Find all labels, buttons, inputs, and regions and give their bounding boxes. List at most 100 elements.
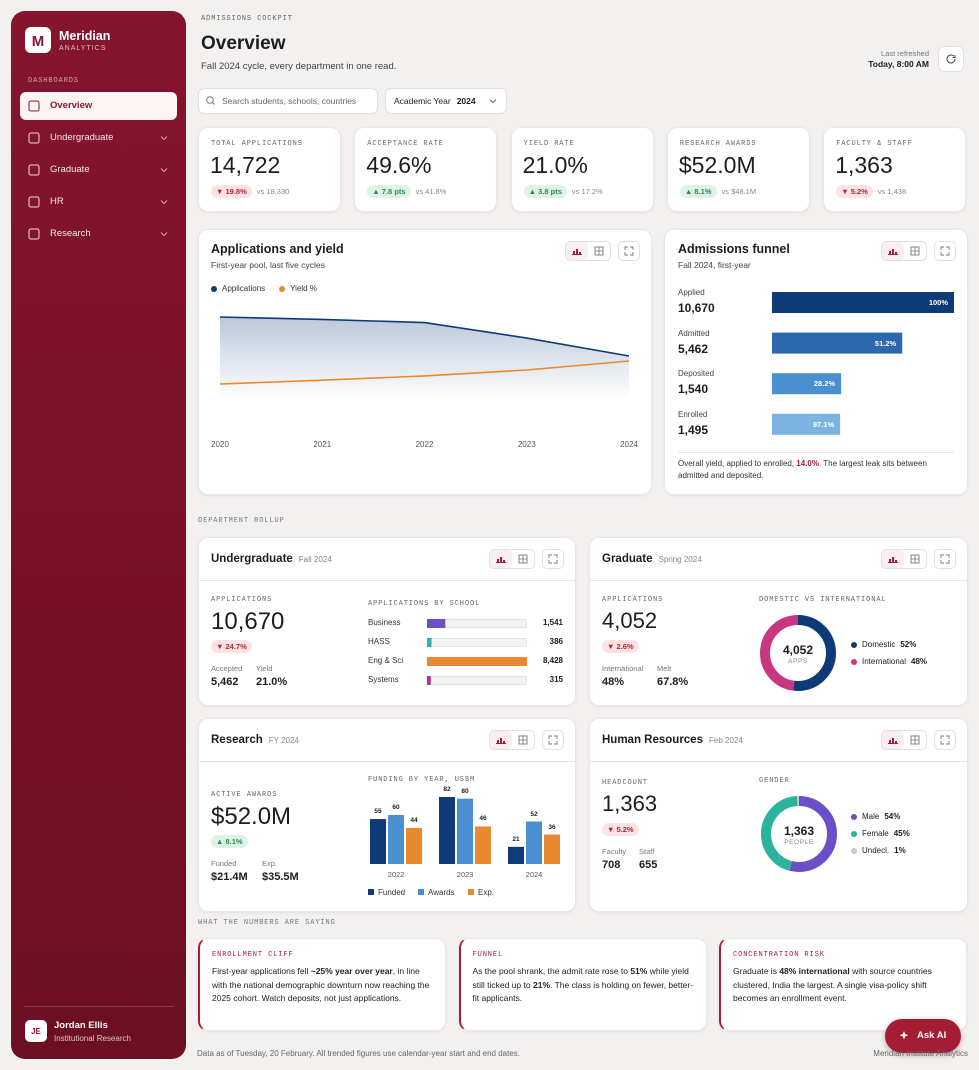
kpi-label: TOTAL APPLICATIONS bbox=[211, 140, 303, 148]
kpi-compare: vs 41.8% bbox=[415, 187, 447, 196]
insight-text: , in line with the national demographic … bbox=[212, 966, 430, 1003]
kpi-label: RESEARCH AWARDS bbox=[679, 140, 757, 148]
dept-header: Human Resources Feb 2024 bbox=[602, 734, 743, 746]
insight-text: Graduate is bbox=[733, 966, 780, 976]
insight-text: 51% bbox=[630, 966, 648, 976]
kpi-value: $52.0M bbox=[678, 152, 756, 178]
delta-pill: ▼ 5.2% bbox=[836, 185, 873, 198]
chart-subtitle: Fall 2024, first-year bbox=[678, 260, 751, 270]
chart-view-button[interactable] bbox=[882, 550, 904, 568]
x-tick-label: 2023 bbox=[456, 870, 474, 879]
page-title: Overview bbox=[201, 33, 286, 54]
insight-text: ~25% year over year bbox=[310, 966, 393, 976]
insight-body: Graduate is 48% international with sourc… bbox=[733, 965, 957, 1006]
dept-divider bbox=[590, 761, 967, 762]
stat-value: 67.8% bbox=[657, 676, 689, 688]
search-box[interactable] bbox=[198, 88, 378, 114]
kpi-value: 1,363 bbox=[835, 152, 893, 178]
x-tick-label: 2020 bbox=[211, 440, 229, 449]
page-subtitle: Fall 2024 cycle, every department in one… bbox=[201, 61, 397, 72]
note-text: Overall yield, applied to enrolled, bbox=[678, 459, 797, 468]
kpi-label: YIELD RATE bbox=[523, 140, 575, 148]
legend-value: 45% bbox=[893, 829, 910, 838]
category-label: Eng & Sci bbox=[368, 656, 404, 665]
ask-ai-button[interactable] bbox=[885, 1019, 961, 1053]
insight-text: 48% international bbox=[779, 966, 850, 976]
nav-item[interactable] bbox=[20, 220, 177, 248]
expand-button[interactable] bbox=[618, 241, 640, 261]
funnel-divider bbox=[678, 452, 954, 453]
insight-card bbox=[198, 938, 446, 1031]
chart-title: Applications and yield bbox=[211, 242, 344, 256]
expand-button[interactable] bbox=[934, 549, 956, 569]
value-label: 21 bbox=[512, 835, 520, 843]
chart-subtitle: First-year pool, last five cycles bbox=[211, 260, 325, 270]
metric-label: APPLICATIONS bbox=[602, 596, 664, 604]
nav-item[interactable] bbox=[20, 92, 177, 120]
stage-label: Deposited bbox=[678, 369, 715, 379]
stage-pct: 97.1% bbox=[812, 419, 835, 429]
funnel-note: Overall yield, applied to enrolled, 14.0… bbox=[678, 458, 958, 482]
expand-button[interactable] bbox=[934, 730, 956, 750]
dept-title: Human Resources bbox=[602, 734, 703, 746]
chart-view-button[interactable] bbox=[490, 731, 512, 749]
chart-view-button[interactable] bbox=[882, 242, 904, 260]
donut-legend: Male 54% bbox=[862, 812, 900, 821]
value-label: 44 bbox=[410, 817, 418, 825]
value-label: 82 bbox=[443, 786, 451, 793]
delta-pill: ▲ 7.8 pts bbox=[367, 185, 411, 198]
section-label: DEPARTMENT ROLLUP bbox=[198, 517, 285, 525]
donut-center: 1,363 bbox=[783, 824, 815, 838]
year-select[interactable] bbox=[385, 88, 507, 114]
refresh-button[interactable] bbox=[938, 46, 964, 72]
kpi-value: 14,722 bbox=[210, 152, 281, 178]
dept-header: Research FY 2024 bbox=[211, 734, 299, 746]
stage-count: 5,462 bbox=[678, 341, 709, 356]
nav-item[interactable] bbox=[20, 188, 177, 216]
metric-label: APPLICATIONS bbox=[211, 596, 273, 604]
stat-label: Yield bbox=[256, 664, 273, 673]
stage-pct: 100% bbox=[928, 298, 948, 307]
insight-body: As the pool shrank, the admit rate rose … bbox=[473, 965, 697, 1006]
insight-text: As the pool shrank, the admit rate rose … bbox=[472, 966, 631, 976]
category-label: Systems bbox=[368, 675, 399, 684]
metric-value: $52.0M bbox=[211, 803, 292, 830]
chart-view-button[interactable] bbox=[882, 731, 904, 749]
insight-text: while yield still ticked up to bbox=[472, 966, 689, 990]
insight-card bbox=[458, 938, 707, 1031]
insight-tag: ENROLLMENT CLIFF bbox=[212, 951, 294, 959]
value-label: 80 bbox=[461, 787, 469, 795]
dept-title: Graduate bbox=[602, 553, 653, 565]
metric-value: 10,670 bbox=[211, 608, 285, 635]
value-label: 55 bbox=[374, 808, 382, 816]
nav-item[interactable] bbox=[20, 156, 177, 184]
legend-swatch bbox=[211, 285, 217, 292]
stat-value: 708 bbox=[602, 859, 621, 871]
expand-button[interactable] bbox=[542, 549, 564, 569]
logo-mark: M bbox=[31, 33, 45, 50]
x-tick-label: 2022 bbox=[387, 870, 405, 879]
legend-label: Funded bbox=[378, 888, 406, 897]
ask-ai-label: Ask AI bbox=[917, 1030, 947, 1041]
chart-title: GENDER bbox=[759, 777, 790, 785]
chart-view-button[interactable] bbox=[490, 550, 512, 568]
metric-value: 1,363 bbox=[602, 791, 658, 816]
metric-label: ACTIVE AWARDS bbox=[211, 791, 278, 799]
expand-button[interactable] bbox=[934, 241, 956, 261]
value-label: 1,541 bbox=[542, 618, 563, 627]
chart-view-button[interactable] bbox=[566, 242, 588, 260]
insight-text: . The class is holding on fewer, better-… bbox=[472, 979, 694, 1004]
year-row: Academic Year 2024 bbox=[394, 96, 476, 106]
sidebar-divider bbox=[24, 1006, 174, 1007]
stat-label: Exp. bbox=[262, 859, 278, 868]
insight-text: with source countries clustered, India t… bbox=[733, 966, 932, 1003]
value-label: 52 bbox=[530, 810, 538, 818]
kpi-delta-row: ▲ 3.8 pts vs 17.2% bbox=[523, 185, 603, 198]
x-tick-label: 2024 bbox=[620, 440, 638, 449]
value-label: 36 bbox=[548, 823, 556, 831]
insight-text: 21% bbox=[532, 979, 550, 990]
delta-pill: ▲ 8.1% bbox=[679, 185, 717, 198]
expand-button[interactable] bbox=[542, 730, 564, 750]
metric-value: 4,052 bbox=[602, 608, 658, 633]
metric-label: HEADCOUNT bbox=[602, 779, 648, 787]
